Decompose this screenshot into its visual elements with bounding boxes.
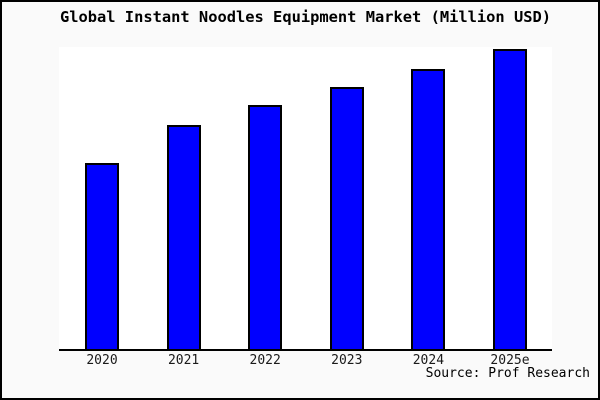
x-tick-label: 2025e (490, 353, 530, 368)
x-tick-label: 2021 (167, 353, 200, 368)
x-tick-label: 2020 (86, 353, 118, 368)
bar-2021 (166, 125, 201, 349)
bar-2022 (248, 105, 283, 349)
x-tick-label: 2023 (331, 353, 363, 368)
x-tick-label: 2022 (249, 353, 281, 368)
bar-2023 (329, 87, 364, 349)
plot-area (59, 47, 552, 351)
bar-2020 (85, 163, 119, 349)
bar-2025e (493, 49, 527, 349)
chart-title: Global Instant Noodles Equipment Market … (59, 8, 552, 26)
bars-layer (59, 47, 552, 349)
x-axis-ticks: 2020 2021 2022 2023 2024 2025e (59, 353, 552, 371)
x-tick-label: 2024 (412, 353, 445, 368)
source-note: Source: Prof Research (425, 366, 590, 381)
bar-2024 (411, 69, 446, 349)
